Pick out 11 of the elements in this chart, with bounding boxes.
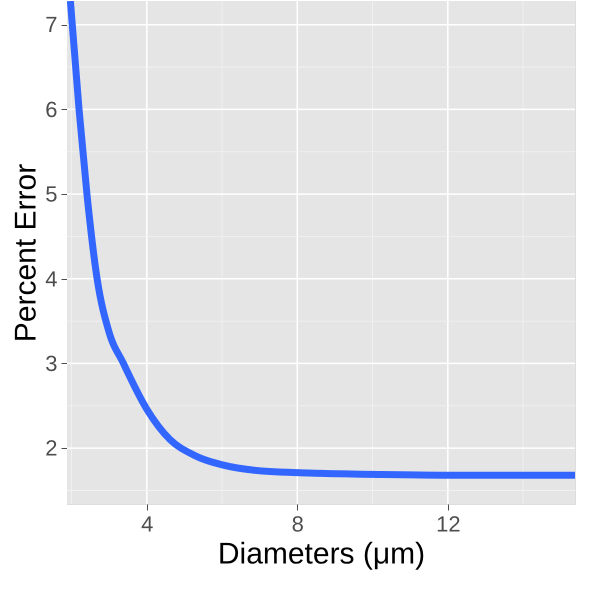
x-tick-label: 12 <box>436 512 461 536</box>
x-tick-label: 4 <box>141 512 154 536</box>
y-tick-label: 4 <box>45 266 58 292</box>
y-tick-label: 3 <box>45 350 58 376</box>
y-tick-label: 6 <box>45 96 58 122</box>
x-tick-label: 8 <box>292 512 304 536</box>
y-tick-label: 2 <box>45 436 58 461</box>
y-tick-label: 5 <box>45 182 58 207</box>
x-axis-title: Diameters (μm) <box>218 538 426 570</box>
y-axis-title: Percent Error <box>9 164 42 342</box>
y-tick-label: 7 <box>45 12 58 38</box>
